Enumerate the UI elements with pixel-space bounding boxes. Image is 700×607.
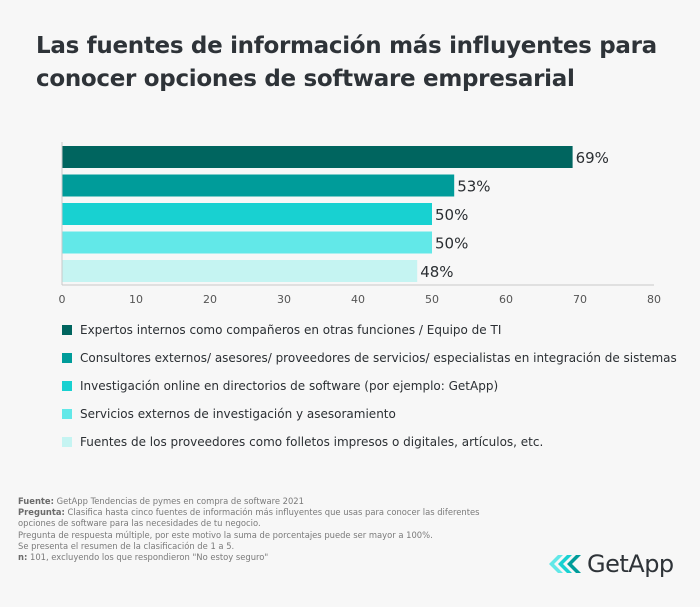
data-label: 69%	[576, 149, 609, 167]
footnotes: Fuente: GetApp Tendencias de pymes en co…	[18, 496, 480, 563]
bar	[62, 203, 432, 225]
legend-swatch	[62, 353, 72, 363]
x-tick-label: 30	[277, 293, 291, 306]
data-label: 53%	[457, 178, 490, 196]
legend-item: Consultores externos/ asesores/ proveedo…	[62, 344, 677, 372]
source-label: Fuente:	[18, 496, 54, 506]
bar-chart: 69% 53% 50% 50% 48% 0 10 20 30 40 50 60 70 80	[59, 142, 661, 306]
legend-swatch	[62, 437, 72, 447]
legend-label: Expertos internos como compañeros en otr…	[80, 323, 502, 337]
question-text: Clasifica hasta cinco fuentes de informa…	[67, 507, 480, 518]
bar	[62, 231, 432, 254]
legend-swatch	[62, 409, 72, 419]
multi-answer-note: Pregunta de respuesta múltiple, por este…	[18, 529, 433, 540]
legend-item: Fuentes de los proveedores como folletos…	[62, 428, 677, 456]
x-tick-label: 70	[573, 293, 587, 306]
legend-item: Servicios externos de investigación y as…	[62, 400, 677, 428]
getapp-chevrons-icon	[549, 555, 581, 573]
chart-title: Las fuentes de información más influyent…	[36, 33, 657, 92]
data-label: 48%	[420, 263, 453, 281]
question-label: Pregunta:	[18, 507, 65, 518]
legend-swatch	[62, 381, 72, 391]
n-label: n:	[18, 552, 28, 563]
x-tick-label: 60	[499, 293, 513, 306]
bar	[62, 174, 455, 197]
summary-note: Se presenta el resumen de la clasificaci…	[18, 540, 235, 551]
bar	[62, 260, 418, 282]
getapp-logo: GetApp	[549, 550, 674, 578]
n-text: 101, excluyendo los que respondieron "No…	[29, 552, 269, 563]
x-tick-label: 40	[351, 293, 365, 306]
legend-label: Servicios externos de investigación y as…	[80, 407, 396, 421]
x-tick-label: 80	[647, 293, 661, 306]
x-tick-label: 0	[59, 293, 66, 306]
legend-item: Expertos internos como compañeros en otr…	[62, 316, 677, 344]
x-tick-label: 10	[129, 293, 143, 306]
data-label: 50%	[435, 235, 468, 253]
legend-label: Investigación online en directorios de s…	[80, 379, 499, 393]
legend-swatch	[62, 325, 72, 335]
bar	[62, 146, 573, 168]
legend-item: Investigación online en directorios de s…	[62, 372, 677, 400]
legend-label: Consultores externos/ asesores/ proveedo…	[80, 351, 677, 365]
data-label: 50%	[435, 206, 468, 224]
legend: Expertos internos como compañeros en otr…	[62, 316, 677, 456]
question-text-2: opciones de software para las necesidade…	[18, 518, 261, 529]
source-text: GetApp Tendencias de pymes en compra de …	[56, 496, 304, 506]
x-tick-label: 20	[203, 293, 217, 306]
legend-label: Fuentes de los proveedores como folletos…	[80, 435, 544, 449]
logo-text: GetApp	[587, 550, 674, 578]
x-tick-label: 50	[425, 293, 439, 306]
